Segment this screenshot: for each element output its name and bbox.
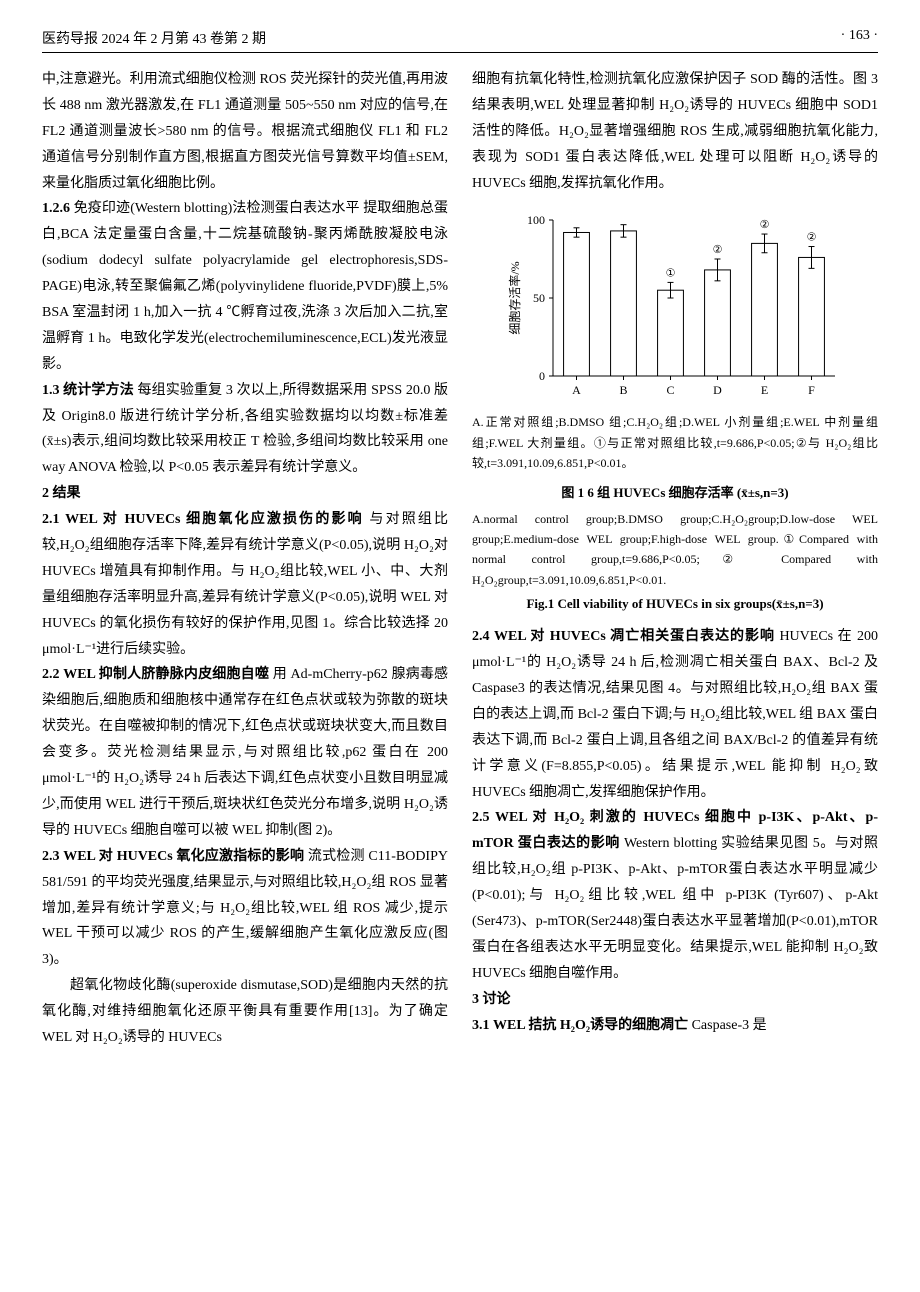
section-2-5: 2.5 WEL 对 H₂O₂ 刺激的 HUVECs 细胞中 p-I3K、p-Ak… — [472, 805, 878, 986]
left-column: 中,注意避光。利用流式细胞仪检测 ROS 荧光探针的荧光值,再用波长 488 n… — [42, 67, 448, 1051]
subsection-title: WEL 拮抗 H₂O₂诱导的细胞凋亡 — [493, 1018, 688, 1033]
svg-text:E: E — [761, 383, 768, 397]
subsection-num: 2.2 — [42, 667, 60, 682]
fig1-title-cn: 图 1 6 组 HUVECs 细胞存活率 (x̄±s,n=3) — [472, 482, 878, 501]
section-2-3: 2.3 WEL 对 HUVECs 氧化应激指标的影响 流式检测 C11-BODI… — [42, 844, 448, 973]
svg-text:D: D — [713, 383, 722, 397]
subsection-body: 流式检测 C11-BODIPY 581/591 的平均荧光强度,结果显示,与对照… — [42, 849, 448, 968]
page-header: 医药导报 2024 年 2 月第 43 卷第 2 期 · 163 · — [42, 28, 878, 53]
section-2: 2 结果 — [42, 481, 448, 507]
page-number: · 163 · — [841, 28, 878, 48]
para-continued: 中,注意避光。利用流式细胞仪检测 ROS 荧光探针的荧光值,再用波长 488 n… — [42, 67, 448, 196]
subsection-body: 与对照组比较,H₂O₂组细胞存活率下降,差异有统计学意义(P<0.05),说明 … — [42, 512, 448, 656]
subsection-num: 2.3 — [42, 849, 60, 864]
subsection-num: 2.4 — [472, 629, 490, 644]
subsection-title: WEL 对 HUVECs 氧化应激指标的影响 — [63, 849, 304, 864]
section-3-1: 3.1 WEL 拮抗 H₂O₂诱导的细胞凋亡 Caspase-3 是 — [472, 1013, 878, 1039]
subsection-num: 3.1 — [472, 1018, 490, 1033]
subsection-body: Caspase-3 是 — [692, 1018, 767, 1033]
figure-1-chart: 0 50 100 细胞存活率/% A B C ① D ② E ② F ② — [472, 206, 878, 406]
subsection-num: 2.1 — [42, 512, 60, 527]
section-num: 3 — [472, 992, 479, 1007]
section-title: 讨论 — [483, 992, 511, 1007]
subsection-title: WEL 对 HUVECs 细胞氧化应激损伤的影响 — [65, 512, 364, 527]
svg-text:100: 100 — [527, 213, 545, 227]
subsection-title: 统计学方法 — [63, 383, 134, 398]
subsection-num: 2.5 — [472, 810, 490, 825]
section-2-4: 2.4 WEL 对 HUVECs 凋亡相关蛋白表达的影响 HUVECs 在 20… — [472, 624, 878, 805]
journal-info: 医药导报 2024 年 2 月第 43 卷第 2 期 — [42, 28, 266, 48]
subsection-body: Western blotting 实验结果见图 5。与对照组比较,H₂O₂组 p… — [472, 836, 878, 980]
section-3: 3 讨论 — [472, 987, 878, 1013]
bar-chart-svg: 0 50 100 细胞存活率/% A B C ① D ② E ② F ② — [505, 206, 845, 406]
section-2-1: 2.1 WEL 对 HUVECs 细胞氧化应激损伤的影响 与对照组比较,H₂O₂… — [42, 507, 448, 662]
fig1-title-en: Fig.1 Cell viability of HUVECs in six gr… — [472, 596, 878, 612]
subsection-title: WEL 抑制人脐静脉内皮细胞自噬 — [63, 667, 269, 682]
svg-text:A: A — [572, 383, 581, 397]
svg-text:①: ① — [666, 268, 676, 280]
subsection-num: 1.2.6 — [42, 201, 70, 216]
section-2-2: 2.2 WEL 抑制人脐静脉内皮细胞自噬 用 Ad-mCherry-p62 腺病… — [42, 662, 448, 843]
svg-text:②: ② — [807, 232, 817, 244]
section-1-3: 1.3 统计学方法 每组实验重复 3 次以上,所得数据采用 SPSS 20.0 … — [42, 378, 448, 482]
section-title: 结果 — [53, 486, 81, 501]
para-continued-right: 细胞有抗氧化特性,检测抗氧化应激保护因子 SOD 酶的活性。图 3 结果表明,W… — [472, 67, 878, 196]
para-sod: 超氧化物歧化酶(superoxide dismutase,SOD)是细胞内天然的… — [42, 973, 448, 1051]
svg-text:②: ② — [713, 244, 723, 256]
svg-text:细胞存活率/%: 细胞存活率/% — [507, 262, 522, 335]
section-1-2-6: 1.2.6 免疫印迹(Western blotting)法检测蛋白表达水平 提取… — [42, 196, 448, 377]
svg-text:F: F — [808, 383, 815, 397]
section-num: 2 — [42, 486, 49, 501]
subsection-body: 用 Ad-mCherry-p62 腺病毒感染细胞后,细胞质和细胞核中通常存在红色… — [42, 667, 448, 837]
svg-text:B: B — [619, 383, 627, 397]
svg-text:50: 50 — [533, 291, 545, 305]
fig1-caption-en: A.normal control group;B.DMSO group;C.H₂… — [472, 509, 878, 591]
svg-text:C: C — [666, 383, 674, 397]
svg-text:0: 0 — [539, 369, 545, 383]
subsection-num: 1.3 — [42, 383, 60, 398]
svg-text:②: ② — [760, 219, 770, 231]
subsection-body: 免疫印迹(Western blotting)法检测蛋白表达水平 提取细胞总蛋白,… — [42, 201, 448, 371]
subsection-title: WEL 对 HUVECs 凋亡相关蛋白表达的影响 — [494, 629, 775, 644]
subsection-body: HUVECs 在 200 μmol·L⁻¹的 H₂O₂诱导 24 h 后,检测凋… — [472, 629, 878, 799]
right-column: 细胞有抗氧化特性,检测抗氧化应激保护因子 SOD 酶的活性。图 3 结果表明,W… — [472, 67, 878, 1051]
fig1-caption-cn: A.正常对照组;B.DMSO 组;C.H₂O₂组;D.WEL 小剂量组;E.WE… — [472, 412, 878, 473]
two-column-layout: 中,注意避光。利用流式细胞仪检测 ROS 荧光探针的荧光值,再用波长 488 n… — [42, 67, 878, 1051]
